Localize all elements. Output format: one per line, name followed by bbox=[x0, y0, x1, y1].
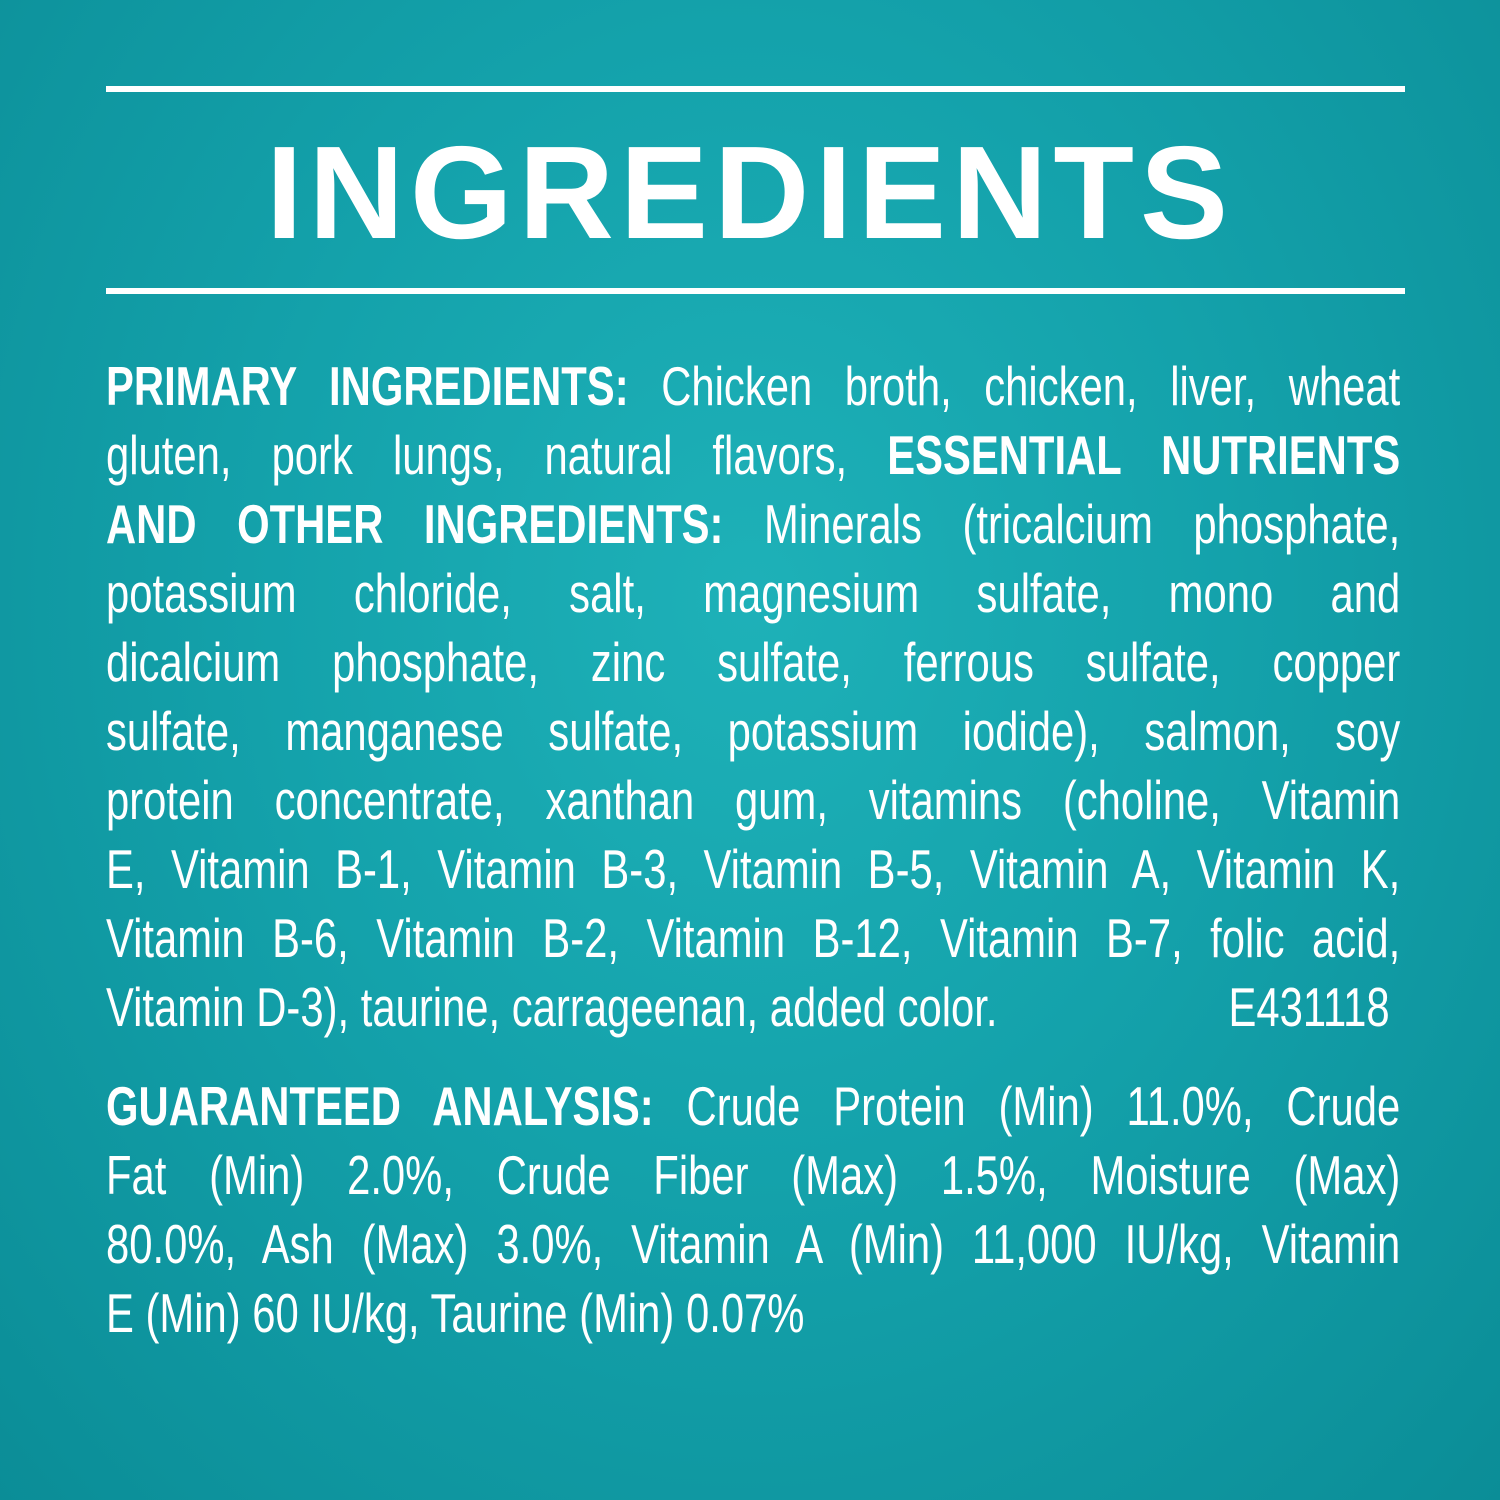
top-divider bbox=[106, 86, 1405, 92]
text-line: gluten, pork lungs, natural flavors, ESS… bbox=[106, 421, 1400, 490]
text-line: potassium chloride, salt, magnesium sulf… bbox=[106, 559, 1400, 628]
section-heading: PRIMARY INGREDIENTS: bbox=[106, 355, 662, 417]
body-text: dicalcium phosphate, zinc sulfate, ferro… bbox=[106, 631, 1401, 693]
text-line: Vitamin D-3), taurine, carrageenan, adde… bbox=[106, 973, 1400, 1042]
body-text: gluten, pork lungs, natural flavors, bbox=[106, 424, 888, 486]
text-line: AND OTHER INGREDIENTS: Minerals (tricalc… bbox=[106, 490, 1400, 559]
body-text: Crude Protein (Min) 11.0%, Crude bbox=[686, 1075, 1401, 1137]
body-text: Chicken broth, chicken, liver, wheat bbox=[661, 355, 1401, 417]
section-heading: ESSENTIAL NUTRIENTS bbox=[887, 424, 1401, 486]
guaranteed-analysis-paragraph: GUARANTEED ANALYSIS: Crude Protein (Min)… bbox=[106, 1072, 1400, 1348]
ingredients-paragraph: PRIMARY INGREDIENTS: Chicken broth, chic… bbox=[106, 352, 1400, 1042]
section-heading: GUARANTEED ANALYSIS: bbox=[106, 1075, 687, 1137]
product-code: E431118 bbox=[1228, 976, 1390, 1038]
body-text: Vitamin D-3), taurine, carrageenan, adde… bbox=[106, 976, 998, 1038]
body-text: E (Min) 60 IU/kg, Taurine (Min) 0.07% bbox=[106, 1282, 805, 1344]
body-text: potassium chloride, salt, magnesium sulf… bbox=[106, 562, 1401, 624]
text-line: Vitamin B-6, Vitamin B-2, Vitamin B-12, … bbox=[106, 904, 1400, 973]
text-line: protein concentrate, xanthan gum, vitami… bbox=[106, 766, 1400, 835]
body-text: Fat (Min) 2.0%, Crude Fiber (Max) 1.5%, … bbox=[106, 1144, 1401, 1206]
text-line: PRIMARY INGREDIENTS: Chicken broth, chic… bbox=[106, 352, 1400, 421]
body-text: 80.0%, Ash (Max) 3.0%, Vitamin A (Min) 1… bbox=[106, 1213, 1401, 1275]
text-line: dicalcium phosphate, zinc sulfate, ferro… bbox=[106, 628, 1400, 697]
text-line: GUARANTEED ANALYSIS: Crude Protein (Min)… bbox=[106, 1072, 1400, 1141]
section-heading: AND OTHER INGREDIENTS: bbox=[106, 493, 765, 555]
page-title: INGREDIENTS bbox=[265, 119, 1235, 266]
body-text: sulfate, manganese sulfate, potassium io… bbox=[106, 700, 1401, 762]
body-text: protein concentrate, xanthan gum, vitami… bbox=[106, 769, 1401, 831]
body-text: E, Vitamin B-1, Vitamin B-3, Vitamin B-5… bbox=[106, 838, 1401, 900]
bottom-divider bbox=[106, 288, 1405, 294]
text-line: E (Min) 60 IU/kg, Taurine (Min) 0.07% bbox=[106, 1279, 1400, 1348]
text-line: sulfate, manganese sulfate, potassium io… bbox=[106, 697, 1400, 766]
text-line: Fat (Min) 2.0%, Crude Fiber (Max) 1.5%, … bbox=[106, 1141, 1400, 1210]
text-line: 80.0%, Ash (Max) 3.0%, Vitamin A (Min) 1… bbox=[106, 1210, 1400, 1279]
body-text: Minerals (tricalcium phosphate, bbox=[764, 493, 1401, 555]
body-text: Vitamin B-6, Vitamin B-2, Vitamin B-12, … bbox=[106, 907, 1401, 969]
text-line: E, Vitamin B-1, Vitamin B-3, Vitamin B-5… bbox=[106, 835, 1400, 904]
